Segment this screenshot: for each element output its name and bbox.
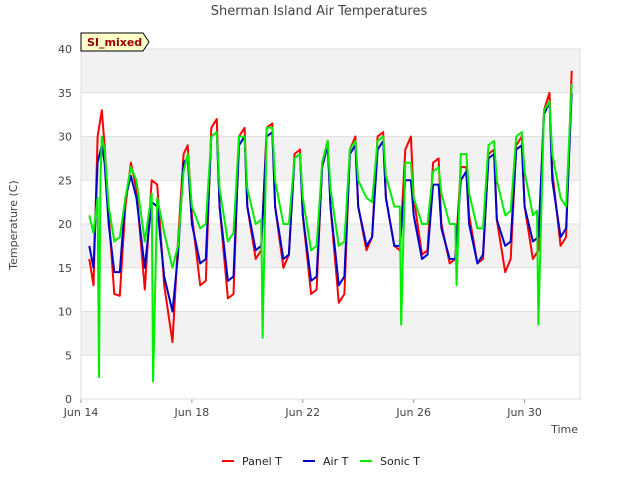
plot-frame (80, 48, 581, 400)
legend: Panel T Air T Sonic T (222, 455, 420, 468)
y-axis-ticks: 0 5 10 15 20 25 30 35 40 (58, 43, 72, 406)
chart-title: Sherman Island Air Temperatures (211, 4, 428, 19)
x-tick-label: Jun 22 (284, 406, 320, 419)
x-tick-label: Jun 18 (174, 406, 210, 419)
y-axis-label: Temperature (C) (7, 180, 20, 270)
legend-label: Panel T (242, 455, 282, 468)
plot-band (81, 311, 580, 356)
plot-band (81, 49, 580, 93)
y-tick-label: 35 (58, 87, 72, 100)
site-badge-label: SI_mixed (87, 36, 142, 49)
y-tick-label: 0 (65, 393, 72, 406)
y-tick-label: 30 (58, 131, 72, 144)
site-badge: SI_mixed (80, 32, 150, 52)
legend-label: Sonic T (380, 455, 420, 468)
x-axis-ticks: Jun 14 Jun 18 Jun 22 Jun 26 Jun 30 (63, 399, 542, 419)
site-badge-box (80, 32, 150, 52)
y-tick-label: 20 (58, 218, 72, 231)
x-tick-label: Jun 14 (63, 406, 99, 419)
legend-item: Air T (303, 455, 349, 468)
series-line-sonic-t (88, 83, 573, 383)
series-lines (88, 70, 573, 383)
y-tick-label: 15 (58, 262, 72, 275)
legend-label: Air T (323, 455, 349, 468)
legend-item: Panel T (222, 455, 282, 468)
plot-band (81, 92, 580, 137)
y-tick-label: 5 (65, 349, 72, 362)
y-tick-label: 40 (58, 43, 72, 56)
plot-band (81, 355, 580, 399)
x-tick-label: Jun 26 (395, 406, 431, 419)
x-tick-label: Jun 30 (506, 406, 542, 419)
x-axis-label: Time (550, 423, 578, 436)
y-tick-label: 25 (58, 174, 72, 187)
y-tick-label: 10 (58, 306, 72, 319)
legend-item: Sonic T (360, 455, 420, 468)
